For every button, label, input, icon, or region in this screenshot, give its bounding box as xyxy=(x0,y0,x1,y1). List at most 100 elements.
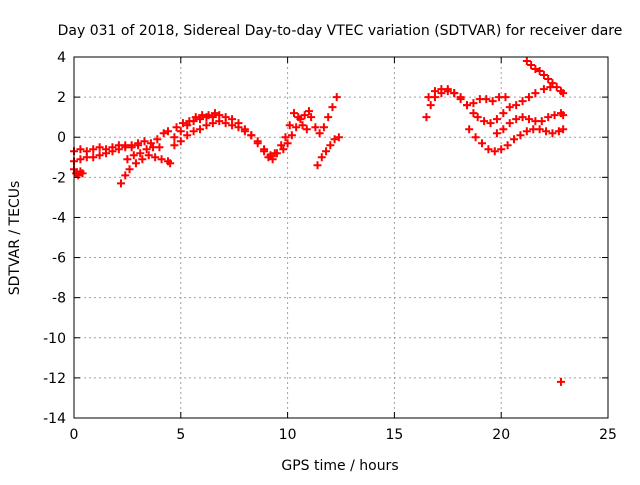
data-point xyxy=(477,139,486,148)
data-point xyxy=(512,115,521,124)
data-point xyxy=(322,147,331,156)
data-point xyxy=(488,97,497,106)
data-point xyxy=(559,111,568,120)
data-point xyxy=(505,103,514,112)
data-point xyxy=(108,147,117,156)
series-arc-6 xyxy=(170,109,311,164)
data-point xyxy=(469,99,478,108)
chart-title: Day 031 of 2018, Sidereal Day-to-day VTE… xyxy=(58,23,623,39)
data-point xyxy=(116,179,125,188)
data-point xyxy=(138,155,147,164)
data-point xyxy=(146,139,155,148)
data-point xyxy=(287,131,296,140)
data-point xyxy=(196,115,205,124)
data-point xyxy=(279,145,288,154)
data-point xyxy=(315,129,324,138)
data-point xyxy=(527,61,536,70)
x-tick-label: 15 xyxy=(385,427,403,443)
data-point xyxy=(326,141,335,150)
data-point xyxy=(123,155,132,164)
data-point xyxy=(114,145,123,154)
data-point xyxy=(134,139,143,148)
data-point xyxy=(89,145,98,154)
data-point xyxy=(550,111,559,120)
data-point xyxy=(450,89,459,98)
data-point xyxy=(131,159,140,168)
data-point xyxy=(544,75,553,84)
data-point xyxy=(89,153,98,162)
data-point xyxy=(501,93,510,102)
series-arc-5 xyxy=(123,143,164,164)
data-point xyxy=(313,161,322,170)
data-point xyxy=(503,141,512,150)
data-point xyxy=(422,113,431,122)
series-arc-4 xyxy=(116,151,175,188)
y-tick-label: 0 xyxy=(57,130,66,146)
data-point xyxy=(544,113,553,122)
data-point xyxy=(518,97,527,106)
data-point xyxy=(522,57,531,66)
data-point xyxy=(531,65,540,74)
data-point xyxy=(319,123,328,132)
data-point xyxy=(102,149,111,158)
y-axis-label: SDTVAR / TECUs xyxy=(7,181,23,296)
x-tick-label: 25 xyxy=(599,427,617,443)
data-point xyxy=(155,143,164,152)
data-point xyxy=(204,111,213,120)
plot-frame xyxy=(73,56,609,419)
data-point xyxy=(172,123,181,132)
data-point xyxy=(298,121,307,130)
data-point xyxy=(499,125,508,134)
data-point xyxy=(78,169,87,178)
data-point xyxy=(121,171,130,180)
y-tick-label: -6 xyxy=(52,251,66,267)
data-point xyxy=(292,123,301,132)
y-tick-label: -4 xyxy=(52,210,66,226)
y-tick-label: -12 xyxy=(43,371,66,387)
data-point xyxy=(170,141,179,150)
data-point xyxy=(121,143,130,152)
data-point xyxy=(183,121,192,130)
data-point xyxy=(221,119,230,128)
data-point xyxy=(499,109,508,118)
data-point xyxy=(424,93,433,102)
data-point xyxy=(492,115,501,124)
data-point xyxy=(285,121,294,130)
data-point xyxy=(234,123,243,132)
data-point xyxy=(253,137,262,146)
axis-ticks xyxy=(73,56,609,419)
data-point xyxy=(142,145,151,154)
data-point xyxy=(537,117,546,126)
data-point xyxy=(539,85,548,94)
data-point xyxy=(95,143,104,152)
series-arc-9 xyxy=(279,93,341,154)
data-point xyxy=(215,117,224,126)
series-arc-1 xyxy=(70,127,172,156)
series-arc-15 xyxy=(522,57,568,98)
data-point xyxy=(486,119,495,128)
data-point xyxy=(196,125,205,134)
data-point xyxy=(535,67,544,76)
data-point xyxy=(426,101,435,110)
data-point xyxy=(202,121,211,130)
data-point xyxy=(505,119,514,128)
data-point xyxy=(554,127,563,136)
data-point xyxy=(531,89,540,98)
data-point xyxy=(95,151,104,160)
data-point xyxy=(539,71,548,80)
data-point xyxy=(136,149,145,158)
series-arc-10 xyxy=(313,133,343,170)
data-point xyxy=(430,87,439,96)
series-outlier xyxy=(557,377,566,386)
data-point xyxy=(512,101,521,110)
data-point xyxy=(127,141,136,150)
data-point xyxy=(208,119,217,128)
data-point xyxy=(125,165,134,174)
data-point xyxy=(456,95,465,104)
data-points xyxy=(70,57,568,386)
data-point xyxy=(159,129,168,138)
data-point xyxy=(484,145,493,154)
data-point xyxy=(163,127,172,136)
